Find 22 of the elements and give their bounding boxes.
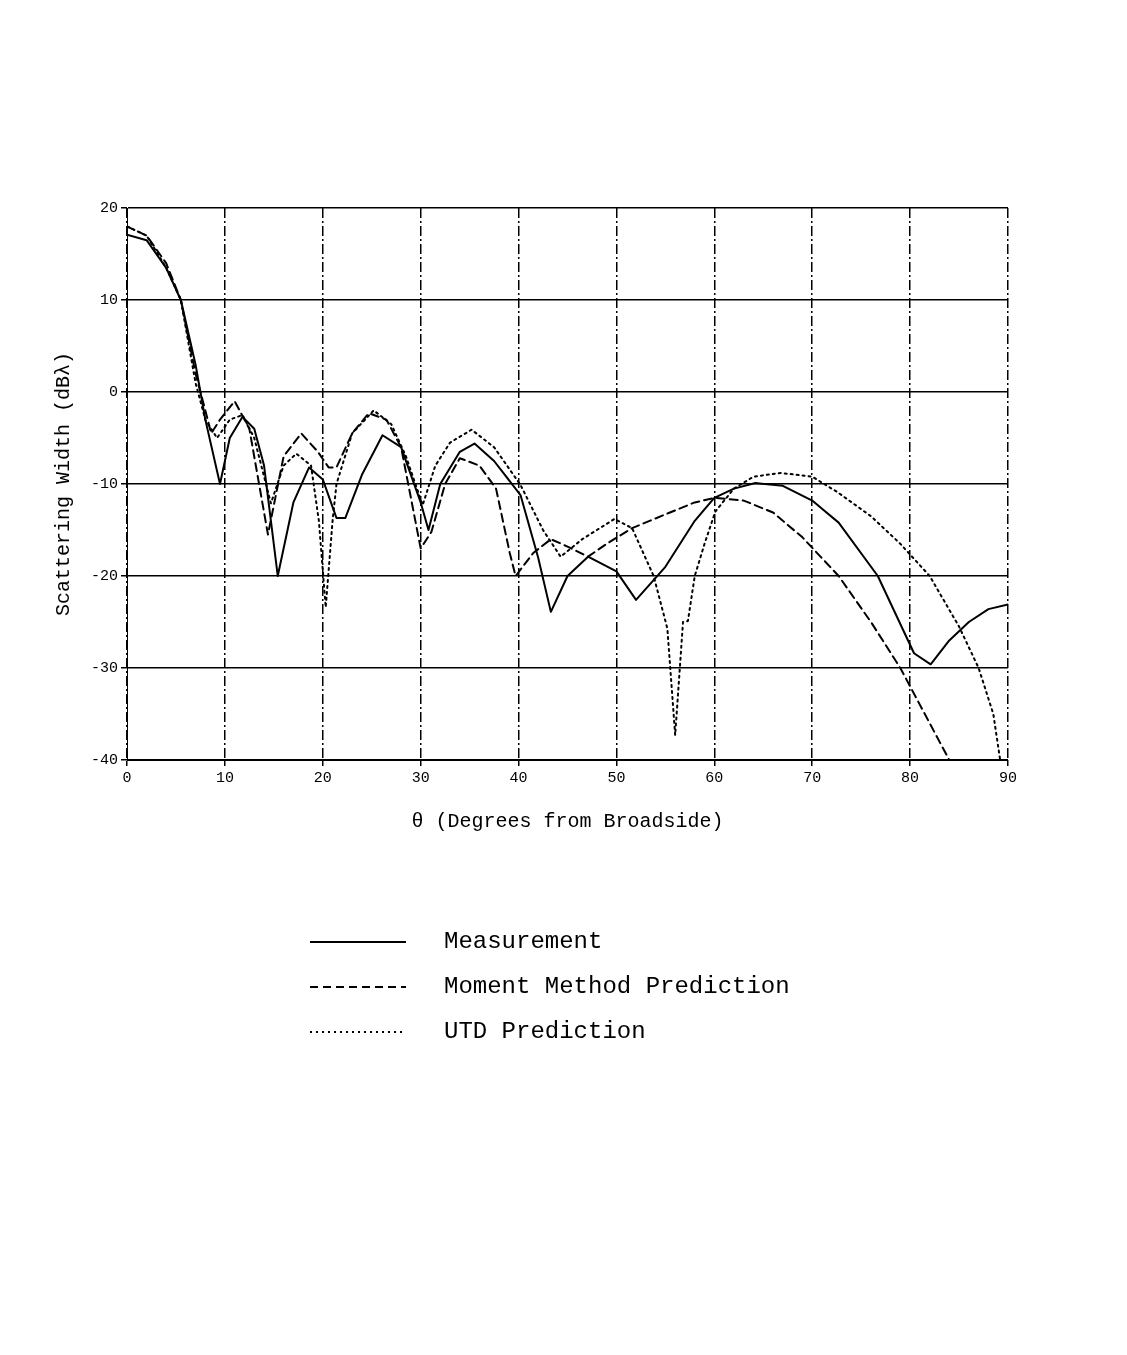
y-tick-label: -30 — [90, 659, 118, 677]
y-axis-title: Scattering Width (dBλ) — [52, 351, 76, 617]
y-tick-label: 0 — [108, 383, 118, 401]
legend-label: UTD Prediction — [444, 1018, 646, 1045]
y-tick-label: -10 — [90, 475, 118, 493]
x-tick-label: 10 — [215, 769, 234, 787]
legend-label: Measurement — [444, 928, 603, 955]
x-tick-label: 20 — [313, 769, 332, 787]
y-tick-label: -20 — [90, 567, 118, 585]
x-tick-label: 30 — [411, 769, 430, 787]
x-tick-label: 70 — [803, 769, 822, 787]
y-tick-label: 20 — [99, 199, 118, 217]
x-axis-title: θ (Degrees from Broadside) — [411, 810, 724, 834]
x-tick-label: 60 — [705, 769, 724, 787]
legend-label: Moment Method Prediction — [444, 973, 790, 1000]
y-tick-label: 10 — [99, 291, 118, 309]
x-tick-label: 0 — [122, 769, 132, 787]
x-tick-label: 80 — [901, 769, 920, 787]
x-tick-label: 40 — [509, 769, 528, 787]
x-tick-label: 50 — [607, 769, 626, 787]
x-tick-label: 90 — [998, 769, 1018, 787]
y-tick-label: -40 — [90, 751, 118, 769]
